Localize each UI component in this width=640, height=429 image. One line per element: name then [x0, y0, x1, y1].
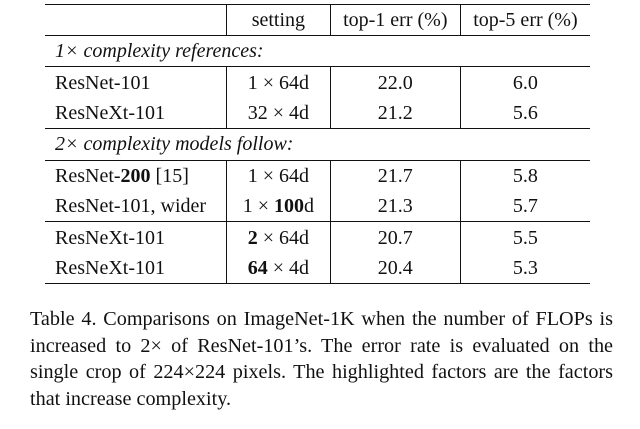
top1-cell: 21.2	[330, 97, 461, 129]
setting-cell: 1 × 64d	[226, 66, 331, 98]
header-model	[45, 4, 227, 36]
top1-cell: 21.3	[330, 190, 461, 222]
section-label-1x: 1× complexity references:	[45, 34, 590, 67]
top1-cell: 22.0	[330, 66, 461, 98]
section-row: 1× complexity references:	[45, 34, 590, 67]
table-row: ResNeXt-101 64 × 4d 20.4 5.3	[45, 252, 590, 285]
header-top5: top-5 err (%)	[460, 4, 590, 36]
model-cell: ResNet-101, wider	[55, 195, 207, 218]
section-row: 2× complexity models follow:	[45, 128, 590, 161]
setting-cell: 64 × 4d	[226, 252, 331, 285]
top5-cell: 5.6	[512, 101, 538, 124]
top1-cell: 21.7	[330, 159, 461, 191]
results-table: setting top-1 err (%) top-5 err (%) 1× c…	[45, 4, 590, 285]
model-cell: ResNet-101	[45, 66, 227, 98]
model-cell: ResNeXt-101	[55, 101, 165, 124]
top1-cell: 20.7	[330, 221, 461, 253]
top5-cell: 5.5	[460, 221, 590, 253]
model-cell: ResNet-200 [15]	[45, 159, 227, 191]
top5-cell-best: 5.3	[460, 252, 590, 285]
top1-cell-best: 20.4	[330, 252, 461, 285]
table-caption: Table 4. Comparisons on ImageNet-1K when…	[30, 308, 613, 410]
table-row: ResNet-101, wider 1 × 100d 21.3 5.7	[45, 190, 590, 222]
top5-cell: 6.0	[460, 66, 590, 98]
table-row: ResNet-200 [15] 1 × 64d 21.7 5.8	[45, 159, 590, 191]
header-setting: setting	[226, 4, 331, 36]
setting-cell: 32 × 4d	[226, 97, 331, 129]
model-cell: ResNeXt-101	[45, 252, 227, 285]
model-cell: ResNeXt-101	[45, 221, 227, 253]
top5-cell: 5.7	[512, 195, 538, 218]
table-row: ResNeXt-101 32 × 4d 21.2 5.6	[45, 97, 590, 129]
header-top1: top-1 err (%)	[330, 4, 461, 36]
setting-cell: 2 × 64d	[226, 221, 331, 253]
top5-cell: 5.8	[460, 159, 590, 191]
table-row: ResNeXt-101 2 × 64d 20.7 5.5	[45, 221, 590, 253]
setting-cell: 1 × 100d	[226, 190, 331, 222]
setting-cell: 1 × 64d	[226, 159, 331, 191]
table-row: ResNet-101 1 × 64d 22.0 6.0	[45, 66, 590, 98]
table-header-row: setting top-1 err (%) top-5 err (%)	[45, 4, 590, 36]
section-label-2x: 2× complexity models follow:	[45, 128, 590, 161]
